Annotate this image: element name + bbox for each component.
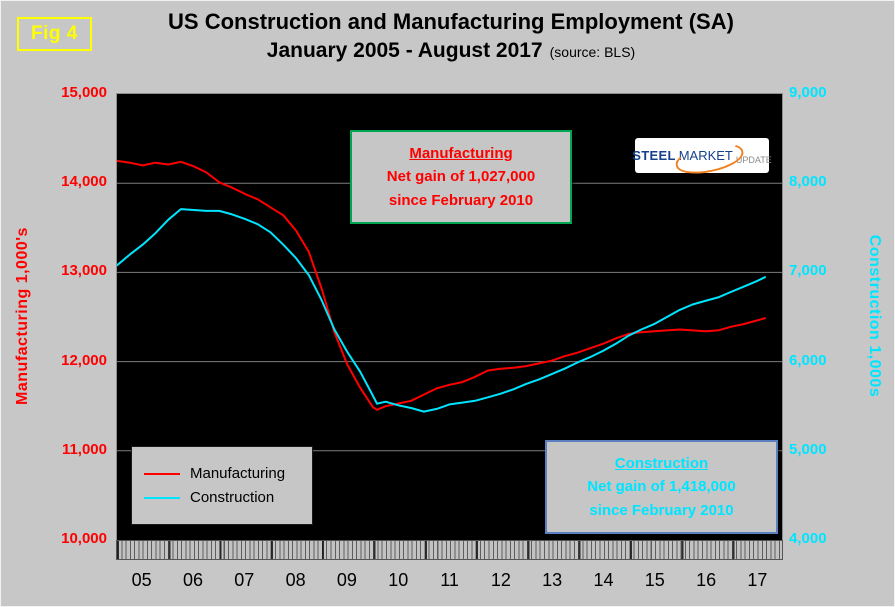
legend-label: Construction — [190, 489, 275, 506]
source-note: (source: BLS) — [549, 43, 636, 60]
manufacturing-annotation-line2: since February 2010 — [388, 191, 534, 209]
x-axis-year-labels: 05 06 07 08 09 10 11 12 13 14 15 16 17 — [116, 564, 783, 596]
date-range-label: January 2005 - August 2017 — [266, 38, 543, 62]
legend: Manufacturing Construction — [131, 446, 313, 525]
left-axis-tick-label: 15,000 — [61, 84, 107, 101]
left-axis-tick-label: 13,000 — [61, 262, 107, 280]
legend-line-swatch — [144, 496, 180, 499]
figure-number-badge: Fig 4 — [17, 17, 92, 51]
manufacturing-line — [117, 159, 766, 411]
plot-area: Manufacturing Net gain of 1,027,000 sinc… — [116, 93, 783, 541]
right-axis-tick-label: 8,000 — [789, 173, 827, 191]
x-axis-year-label: 15 — [644, 569, 665, 590]
logo-word-market: MARKET — [672, 138, 746, 179]
logo-swoosh-icon — [672, 138, 746, 179]
right-axis-tick-label: 7,000 — [789, 262, 827, 280]
chart-canvas — [117, 159, 782, 452]
x-axis-year-label: 17 — [747, 569, 768, 590]
chart-title-block: US Construction and Manufacturing Employ… — [91, 7, 811, 64]
steel-market-update-logo: STEEL MARKET UPDATE — [632, 138, 772, 179]
chart-subtitle: January 2005 - August 2017 (source: BLS) — [91, 37, 811, 64]
x-axis-year-label: 09 — [336, 569, 357, 590]
legend-label: Manufacturing — [190, 465, 286, 482]
x-axis-year-label: 07 — [234, 569, 255, 590]
right-axis-tick-label: 4,000 — [789, 530, 827, 547]
construction-line — [117, 208, 766, 413]
left-axis-tick-labels: 15,000 14,000 13,000 12,000 11,000 10,000 — [7, 84, 107, 547]
right-axis-tick-labels: 9,000 8,000 7,000 6,000 5,000 4,000 — [789, 84, 889, 547]
left-axis-tick-label: 14,000 — [61, 173, 107, 191]
x-axis-year-label: 10 — [388, 569, 409, 590]
right-axis-tick-label: 6,000 — [789, 351, 827, 369]
x-axis-year-label: 16 — [696, 569, 717, 590]
construction-annotation-line1: Net gain of 1,418,000 — [587, 478, 736, 496]
left-axis-tick-label: 11,000 — [61, 440, 107, 458]
right-axis-tick-label: 9,000 — [789, 84, 827, 101]
right-axis-tick-label: 5,000 — [789, 440, 827, 458]
construction-annotation: Construction Net gain of 1,418,000 since… — [545, 440, 778, 534]
legend-item-construction: Construction — [144, 489, 300, 506]
construction-annotation-line2: since February 2010 — [589, 501, 734, 519]
x-axis-tick-ruler — [116, 540, 783, 560]
x-axis-year-label: 13 — [542, 569, 563, 590]
left-axis-tick-label: 10,000 — [61, 530, 107, 547]
x-axis-year-label: 05 — [131, 569, 152, 590]
construction-annotation-title: Construction — [614, 455, 709, 472]
manufacturing-annotation: Manufacturing Net gain of 1,027,000 sinc… — [350, 130, 572, 224]
legend-item-manufacturing: Manufacturing — [144, 465, 300, 482]
manufacturing-annotation-title: Manufacturing — [409, 145, 513, 162]
left-axis-tick-label: 12,000 — [61, 351, 107, 369]
x-axis-year-label: 12 — [490, 569, 511, 590]
x-axis-year-label: 06 — [182, 569, 203, 590]
manufacturing-annotation-line1: Net gain of 1,027,000 — [386, 168, 536, 186]
legend-line-swatch — [144, 472, 180, 475]
x-axis-year-label: 08 — [285, 569, 306, 590]
x-axis-year-label: 14 — [593, 569, 614, 590]
x-axis-year-label: 11 — [440, 569, 459, 590]
logo-word-steel: STEEL — [632, 148, 676, 163]
logo-word-update: UPDATE — [735, 155, 772, 165]
chart-title: US Construction and Manufacturing Employ… — [168, 9, 734, 34]
